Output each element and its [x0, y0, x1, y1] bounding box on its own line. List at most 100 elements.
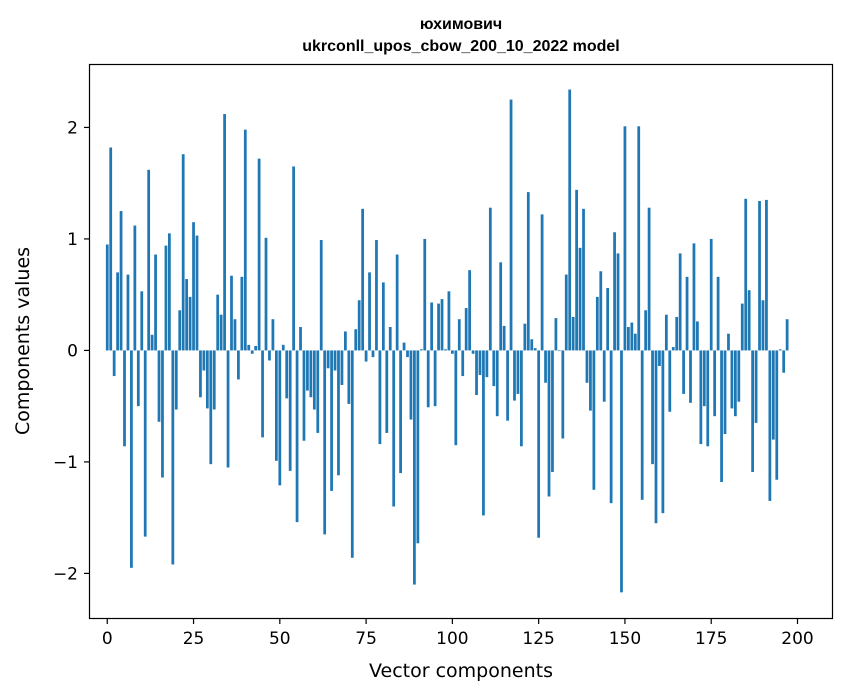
bar: [737, 350, 741, 402]
bar: [281, 344, 285, 351]
bar: [174, 350, 178, 410]
bar: [285, 350, 289, 399]
bar: [758, 201, 761, 351]
bar: [375, 240, 378, 351]
bar: [105, 244, 109, 351]
bar: [126, 274, 130, 351]
bar: [161, 350, 164, 478]
bar: [778, 349, 782, 351]
bar: [274, 350, 278, 461]
x-axis-ticks: 0 25 50 75 100 125 150 175 200: [102, 618, 814, 649]
bar: [426, 350, 430, 408]
bar: [171, 350, 175, 565]
bar: [461, 350, 465, 377]
bar: [668, 350, 672, 412]
bar-series: [105, 89, 789, 593]
x-tick-label: 100: [436, 629, 468, 649]
bar: [413, 350, 416, 585]
bar: [392, 350, 396, 507]
bar: [682, 350, 685, 394]
bar: [209, 350, 213, 465]
bar: [364, 350, 368, 362]
bar: [257, 158, 261, 351]
bar: [654, 350, 658, 524]
bar: [495, 350, 499, 417]
bar: [250, 350, 254, 354]
bar: [419, 349, 423, 351]
bar: [268, 350, 271, 361]
bar: [678, 253, 682, 351]
bar: [658, 350, 661, 367]
bar: [406, 350, 409, 358]
bar: [640, 350, 644, 500]
bar: [647, 207, 651, 351]
bar: [602, 350, 606, 402]
bar: [136, 350, 140, 407]
bar: [157, 350, 161, 422]
bar: [223, 114, 226, 351]
bar: [637, 126, 641, 351]
bar: [399, 350, 402, 474]
bar: [447, 291, 451, 351]
bar: [302, 350, 306, 441]
bar: [385, 350, 389, 433]
bar: [361, 208, 365, 351]
bar: [768, 350, 772, 501]
x-tick-label: 50: [269, 629, 291, 649]
bar: [247, 344, 251, 351]
bar: [450, 350, 454, 354]
bar: [592, 350, 596, 490]
chart-title-line-2: ukrconll_upos_cbow_200_10_2022 model: [302, 38, 619, 55]
y-tick-label: 2: [67, 118, 78, 138]
y-axis-ticks: −2 −1 0 1 2: [53, 118, 90, 584]
bar: [278, 350, 282, 486]
bar: [454, 350, 458, 446]
bar: [537, 350, 541, 538]
bar: [765, 199, 768, 351]
bar: [140, 291, 144, 351]
bar: [119, 211, 123, 351]
y-tick-label: 1: [67, 230, 78, 250]
bar: [212, 350, 216, 410]
bar: [347, 350, 351, 404]
bar: [568, 89, 572, 351]
bar: [689, 350, 692, 403]
bar: [692, 243, 696, 351]
chart-title-line-1: юхимович: [420, 16, 502, 33]
bar: [720, 350, 723, 482]
bar: [340, 350, 344, 385]
bar: [440, 299, 444, 351]
bar: [651, 350, 654, 465]
bar: [516, 350, 520, 394]
bar: [409, 350, 413, 420]
bar: [716, 276, 720, 351]
bar: [195, 235, 199, 351]
bar: [709, 238, 713, 351]
bar: [350, 350, 354, 558]
bar: [530, 339, 534, 351]
bar: [430, 302, 434, 351]
bar: [181, 154, 185, 351]
bar: [130, 350, 133, 568]
bar: [333, 350, 337, 371]
bar: [354, 329, 358, 351]
bar: [706, 350, 710, 447]
bar: [226, 350, 230, 468]
bar: [471, 350, 475, 354]
bar: [416, 350, 420, 544]
bar: [295, 350, 299, 523]
bar: [323, 350, 327, 535]
bar: [309, 350, 313, 398]
bar: [702, 350, 706, 407]
bar: [312, 350, 316, 410]
bar: [271, 319, 275, 351]
bar: [233, 319, 237, 351]
bar: [740, 303, 744, 351]
x-tick-label: 25: [183, 629, 205, 649]
bar: [744, 198, 748, 351]
bar: [116, 272, 119, 351]
bar: [485, 350, 489, 378]
bar: [243, 129, 247, 351]
bar: [457, 319, 461, 351]
